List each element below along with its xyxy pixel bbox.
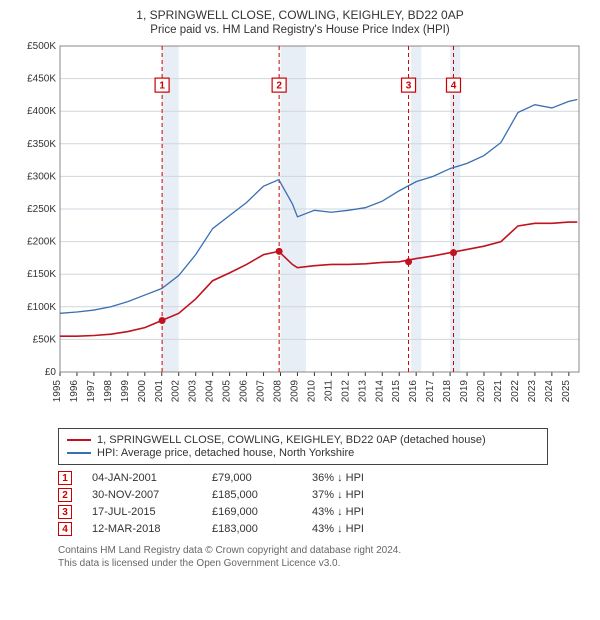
legend-swatch — [67, 439, 91, 441]
svg-text:2023: 2023 — [527, 380, 538, 403]
legend-swatch — [67, 452, 91, 454]
sales-table: 1 04-JAN-2001 £79,000 36% ↓ HPI 2 30-NOV-2007… — [58, 471, 590, 536]
footnote-line: Contains HM Land Registry data © Crown c… — [58, 544, 590, 557]
svg-text:2008: 2008 — [272, 380, 283, 403]
svg-text:£50K: £50K — [33, 334, 57, 345]
svg-text:£500K: £500K — [27, 42, 56, 52]
sale-price: £183,000 — [212, 523, 292, 535]
footnote-line: This data is licensed under the Open Gov… — [58, 557, 590, 570]
svg-text:£100K: £100K — [27, 302, 56, 313]
svg-text:1997: 1997 — [86, 380, 97, 403]
sale-row: 3 17-JUL-2015 £169,000 43% ↓ HPI — [58, 505, 590, 519]
svg-text:2012: 2012 — [340, 380, 351, 403]
svg-text:2017: 2017 — [425, 380, 436, 403]
sale-row: 4 12-MAR-2018 £183,000 43% ↓ HPI — [58, 522, 590, 536]
sale-marker: 2 — [58, 488, 72, 502]
svg-text:2003: 2003 — [188, 380, 199, 403]
svg-text:£250K: £250K — [27, 204, 56, 215]
svg-text:2001: 2001 — [154, 380, 165, 403]
legend-label: HPI: Average price, detached house, Nort… — [97, 447, 354, 459]
svg-text:£200K: £200K — [27, 237, 56, 248]
svg-text:2014: 2014 — [374, 380, 385, 403]
sale-date: 12-MAR-2018 — [92, 523, 192, 535]
svg-text:2011: 2011 — [323, 380, 334, 402]
sale-delta: 36% ↓ HPI — [312, 472, 402, 484]
svg-text:2025: 2025 — [561, 380, 572, 403]
sale-marker: 4 — [58, 522, 72, 536]
svg-text:2022: 2022 — [510, 380, 521, 403]
sale-delta: 43% ↓ HPI — [312, 523, 402, 535]
svg-text:2020: 2020 — [476, 380, 487, 403]
legend-row: HPI: Average price, detached house, Nort… — [67, 447, 539, 459]
svg-text:2000: 2000 — [137, 380, 148, 403]
svg-text:2: 2 — [276, 81, 282, 92]
legend-label: 1, SPRINGWELL CLOSE, COWLING, KEIGHLEY, … — [97, 434, 486, 446]
page-subtitle: Price paid vs. HM Land Registry's House … — [10, 24, 590, 36]
legend-row: 1, SPRINGWELL CLOSE, COWLING, KEIGHLEY, … — [67, 434, 539, 446]
svg-text:2009: 2009 — [289, 380, 300, 403]
svg-text:3: 3 — [406, 81, 412, 92]
svg-text:2019: 2019 — [459, 380, 470, 403]
sale-price: £169,000 — [212, 506, 292, 518]
svg-text:£150K: £150K — [27, 269, 56, 280]
svg-text:2021: 2021 — [493, 380, 504, 403]
svg-text:£0: £0 — [45, 367, 57, 378]
svg-text:1: 1 — [159, 81, 165, 92]
svg-text:2006: 2006 — [239, 380, 250, 403]
svg-text:2018: 2018 — [442, 380, 453, 403]
sale-date: 04-JAN-2001 — [92, 472, 192, 484]
page-title: 1, SPRINGWELL CLOSE, COWLING, KEIGHLEY, … — [10, 8, 590, 22]
svg-text:1995: 1995 — [52, 380, 63, 403]
svg-text:£350K: £350K — [27, 139, 56, 150]
footnote: Contains HM Land Registry data © Crown c… — [58, 544, 590, 570]
sale-marker: 1 — [58, 471, 72, 485]
svg-text:2013: 2013 — [357, 380, 368, 403]
svg-text:2024: 2024 — [544, 380, 555, 403]
sale-price: £185,000 — [212, 489, 292, 501]
sale-delta: 37% ↓ HPI — [312, 489, 402, 501]
svg-text:2004: 2004 — [205, 380, 216, 403]
svg-text:2007: 2007 — [256, 380, 267, 403]
price-chart: £0 £50K £100K £150K £200K £250K £300K £350K £400… — [20, 42, 585, 420]
svg-text:2002: 2002 — [171, 380, 182, 403]
svg-text:1999: 1999 — [120, 380, 131, 403]
svg-text:£400K: £400K — [27, 106, 56, 117]
svg-text:2005: 2005 — [222, 380, 233, 403]
svg-text:4: 4 — [451, 81, 457, 92]
svg-text:1998: 1998 — [103, 380, 114, 403]
svg-text:£300K: £300K — [27, 171, 56, 182]
svg-text:2015: 2015 — [391, 380, 402, 403]
svg-text:1996: 1996 — [69, 380, 80, 403]
sale-delta: 43% ↓ HPI — [312, 506, 402, 518]
sale-price: £79,000 — [212, 472, 292, 484]
sale-date: 30-NOV-2007 — [92, 489, 192, 501]
sale-row: 1 04-JAN-2001 £79,000 36% ↓ HPI — [58, 471, 590, 485]
svg-text:2010: 2010 — [306, 380, 317, 403]
sale-marker: 3 — [58, 505, 72, 519]
legend: 1, SPRINGWELL CLOSE, COWLING, KEIGHLEY, … — [58, 428, 548, 465]
svg-text:£450K: £450K — [27, 74, 56, 85]
sale-row: 2 30-NOV-2007 £185,000 37% ↓ HPI — [58, 488, 590, 502]
sale-date: 17-JUL-2015 — [92, 506, 192, 518]
svg-text:2016: 2016 — [408, 380, 419, 403]
